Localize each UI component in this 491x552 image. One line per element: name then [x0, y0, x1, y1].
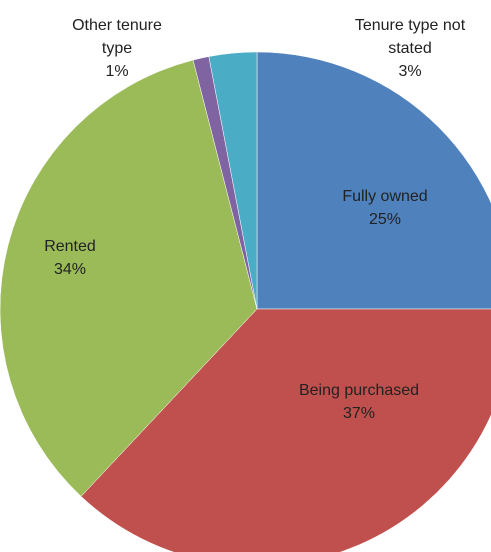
label-line: Being purchased [299, 382, 419, 399]
value-label: 1% [105, 63, 128, 80]
label-line: Other tenure [72, 17, 162, 34]
value-label: 37% [343, 405, 375, 422]
label-line: type [102, 40, 132, 57]
pie-slice [208, 51, 258, 310]
value-label: 25% [369, 211, 401, 228]
slice-label: Tenure type not stated [355, 17, 466, 57]
value-label: 34% [54, 261, 86, 278]
value-label: 3% [398, 63, 421, 80]
slice-label: Rented [44, 238, 96, 255]
label-line: Rented [44, 238, 96, 255]
pie-slice [0, 59, 258, 497]
pie-slice [256, 51, 491, 310]
label-line: Fully owned [342, 188, 427, 205]
slice-label: Fully owned [342, 188, 427, 205]
pie-slice [80, 308, 491, 552]
slice-label: Other tenure type [72, 17, 162, 57]
slice-label: Being purchased [299, 382, 419, 399]
label-line: Tenure type not [355, 17, 466, 34]
label-line: stated [388, 40, 432, 57]
